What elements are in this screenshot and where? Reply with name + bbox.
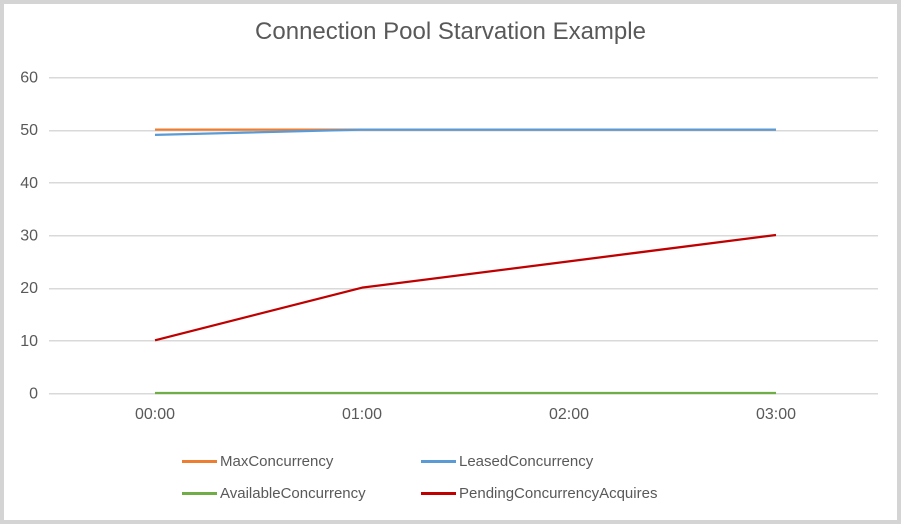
legend-label: PendingConcurrencyAcquires bbox=[459, 484, 658, 502]
chart-title: Connection Pool Starvation Example bbox=[255, 18, 646, 45]
legend-label: MaxConcurrency bbox=[220, 452, 334, 470]
x-axis-tick-label: 03:00 bbox=[756, 406, 796, 423]
y-axis-tick-label: 50 bbox=[20, 122, 38, 139]
legend-label: AvailableConcurrency bbox=[220, 484, 366, 502]
legend-label: LeasedConcurrency bbox=[459, 452, 594, 470]
legend-swatch bbox=[421, 459, 456, 463]
y-axis-tick-label: 0 bbox=[29, 386, 38, 403]
y-axis-tick-label: 60 bbox=[20, 70, 38, 87]
legend-item-LeasedConcurrency: LeasedConcurrency bbox=[421, 452, 594, 470]
legend-item-MaxConcurrency: MaxConcurrency bbox=[182, 452, 334, 470]
y-axis-tick-label: 40 bbox=[20, 175, 38, 192]
series-line-PendingConcurrencyAcquires bbox=[154, 233, 777, 342]
legend-swatch bbox=[182, 459, 217, 463]
legend-swatch bbox=[182, 491, 217, 495]
legend-swatch bbox=[421, 491, 456, 495]
x-axis-tick-label: 02:00 bbox=[549, 406, 589, 423]
legend-item-PendingConcurrencyAcquires: PendingConcurrencyAcquires bbox=[421, 484, 658, 502]
y-axis-tick-label: 10 bbox=[20, 333, 38, 350]
y-axis-tick-label: 20 bbox=[20, 280, 38, 297]
legend-item-AvailableConcurrency: AvailableConcurrency bbox=[182, 484, 366, 502]
x-axis-tick-label: 00:00 bbox=[135, 406, 175, 423]
y-axis-tick-label: 30 bbox=[20, 228, 38, 245]
x-axis-tick-label: 01:00 bbox=[342, 406, 382, 423]
series-line-LeasedConcurrency bbox=[154, 128, 776, 137]
